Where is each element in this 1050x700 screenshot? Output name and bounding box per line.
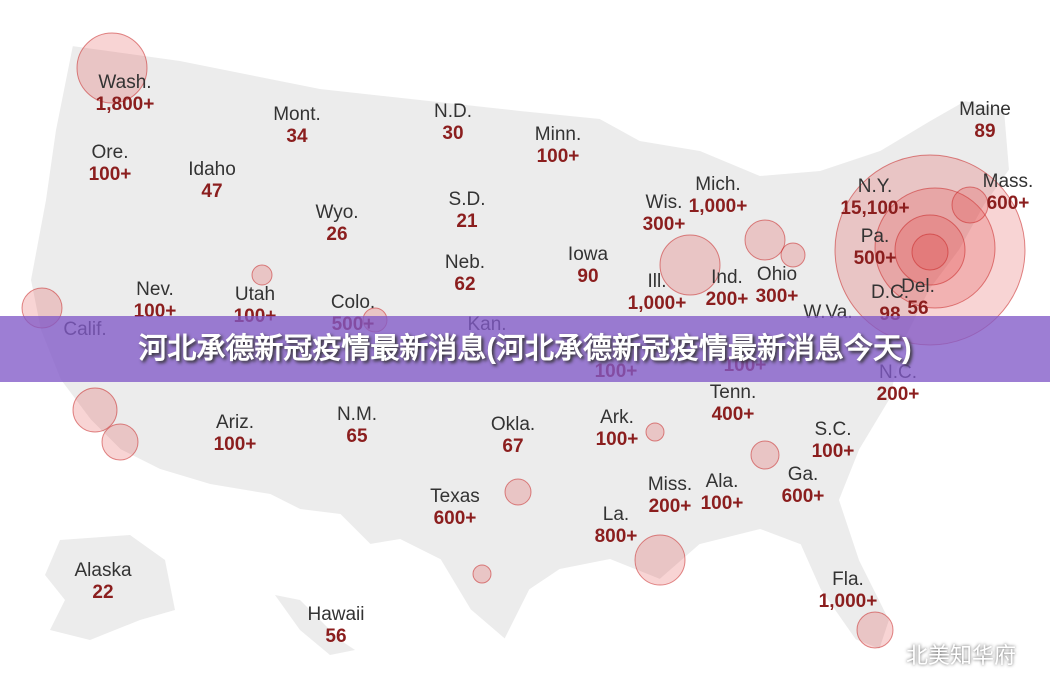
bubble — [750, 440, 780, 470]
state-name: Ala. — [706, 471, 739, 492]
state-name: Alaska — [74, 560, 131, 581]
alaska-shape — [45, 535, 175, 640]
state-name: Maine — [959, 99, 1011, 120]
case-count: 200+ — [706, 289, 749, 310]
case-count: 67 — [502, 436, 523, 457]
case-count: 600+ — [987, 193, 1030, 214]
state-name: Mont. — [273, 104, 321, 125]
case-count: 600+ — [782, 486, 825, 507]
case-count: 300+ — [756, 286, 799, 307]
bubble — [72, 387, 118, 433]
case-count: 1,000+ — [628, 293, 687, 314]
bubble — [911, 233, 949, 271]
bubble — [744, 219, 786, 261]
case-count: 100+ — [537, 146, 580, 167]
state-name: Wyo. — [315, 202, 358, 223]
hawaii-shape — [275, 595, 355, 655]
state-name: S.C. — [815, 419, 852, 440]
bubble — [780, 242, 806, 268]
case-count: 65 — [346, 426, 368, 447]
bubble — [634, 534, 686, 586]
state-name: Pa. — [861, 226, 890, 247]
state-name: D.C. — [871, 282, 909, 303]
bubble — [251, 264, 273, 286]
bubble — [645, 422, 665, 442]
state-name: S.D. — [449, 189, 486, 210]
case-count: 89 — [974, 121, 995, 142]
state-name: Ohio — [757, 264, 797, 285]
state-name: Wis. — [646, 192, 683, 213]
case-count: 56 — [325, 626, 346, 647]
state-name: Mich. — [695, 174, 740, 195]
case-count: 1,800+ — [96, 94, 155, 115]
state-name: Del. — [901, 276, 935, 297]
case-count: 47 — [201, 181, 222, 202]
case-count: 100+ — [701, 493, 744, 514]
case-count: 90 — [577, 266, 598, 287]
state-name: Mass. — [983, 171, 1034, 192]
case-count: 1,000+ — [819, 591, 878, 612]
case-count: 100+ — [596, 429, 639, 450]
bubble — [894, 214, 966, 286]
state-name: Ore. — [92, 142, 129, 163]
case-count: 22 — [92, 582, 113, 603]
case-count: 400+ — [712, 404, 755, 425]
case-count: 21 — [456, 211, 478, 232]
state-name: Colo. — [331, 292, 375, 313]
bubble — [101, 423, 139, 461]
state-name: N.M. — [337, 404, 377, 425]
state-name: Hawaii — [307, 604, 364, 625]
state-name: Ill. — [648, 271, 667, 292]
bubble — [504, 478, 532, 506]
state-name: Ind. — [711, 267, 743, 288]
case-count: 34 — [286, 126, 308, 147]
state-name: Minn. — [535, 124, 581, 145]
watermark: 北美知华府 — [905, 643, 1016, 668]
bubble — [874, 187, 996, 309]
state-name: N.D. — [434, 101, 472, 122]
case-count: 100+ — [214, 434, 257, 455]
bubble — [472, 564, 492, 584]
case-count: 200+ — [649, 496, 692, 517]
bubble — [76, 32, 148, 104]
case-count: 1,000+ — [689, 196, 748, 217]
case-count: 500+ — [854, 248, 897, 269]
state-name: Ark. — [600, 407, 634, 428]
case-count: 15,100+ — [840, 198, 909, 219]
state-name: Wash. — [98, 72, 151, 93]
state-name: Okla. — [491, 414, 535, 435]
case-count: 300+ — [643, 214, 686, 235]
case-count: 30 — [442, 123, 463, 144]
state-name: Idaho — [188, 159, 236, 180]
state-name: Ga. — [788, 464, 819, 485]
case-count: 56 — [907, 298, 928, 319]
state-name: Miss. — [648, 474, 692, 495]
bubble — [856, 611, 894, 649]
state-name: N.Y. — [858, 176, 893, 197]
state-name: Nev. — [136, 279, 174, 300]
state-name: Tenn. — [710, 382, 756, 403]
case-count: 100+ — [812, 441, 855, 462]
state-name: Fla. — [832, 569, 864, 590]
state-name: Neb. — [445, 252, 485, 273]
state-name: Texas — [430, 486, 480, 507]
case-count: 200+ — [877, 384, 920, 405]
state-name: Utah — [235, 284, 275, 305]
state-name: Iowa — [568, 244, 609, 265]
case-count: 62 — [454, 274, 475, 295]
case-count: 600+ — [434, 508, 477, 529]
banner-title: 河北承德新冠疫情最新消息(河北承德新冠疫情最新消息今天) — [0, 316, 1050, 382]
state-name: La. — [603, 504, 629, 525]
case-count: 100+ — [89, 164, 132, 185]
state-name: Ariz. — [216, 412, 254, 433]
bubble — [951, 186, 989, 224]
case-count: 26 — [326, 224, 347, 245]
case-count: 800+ — [595, 526, 638, 547]
bubble — [659, 234, 721, 296]
